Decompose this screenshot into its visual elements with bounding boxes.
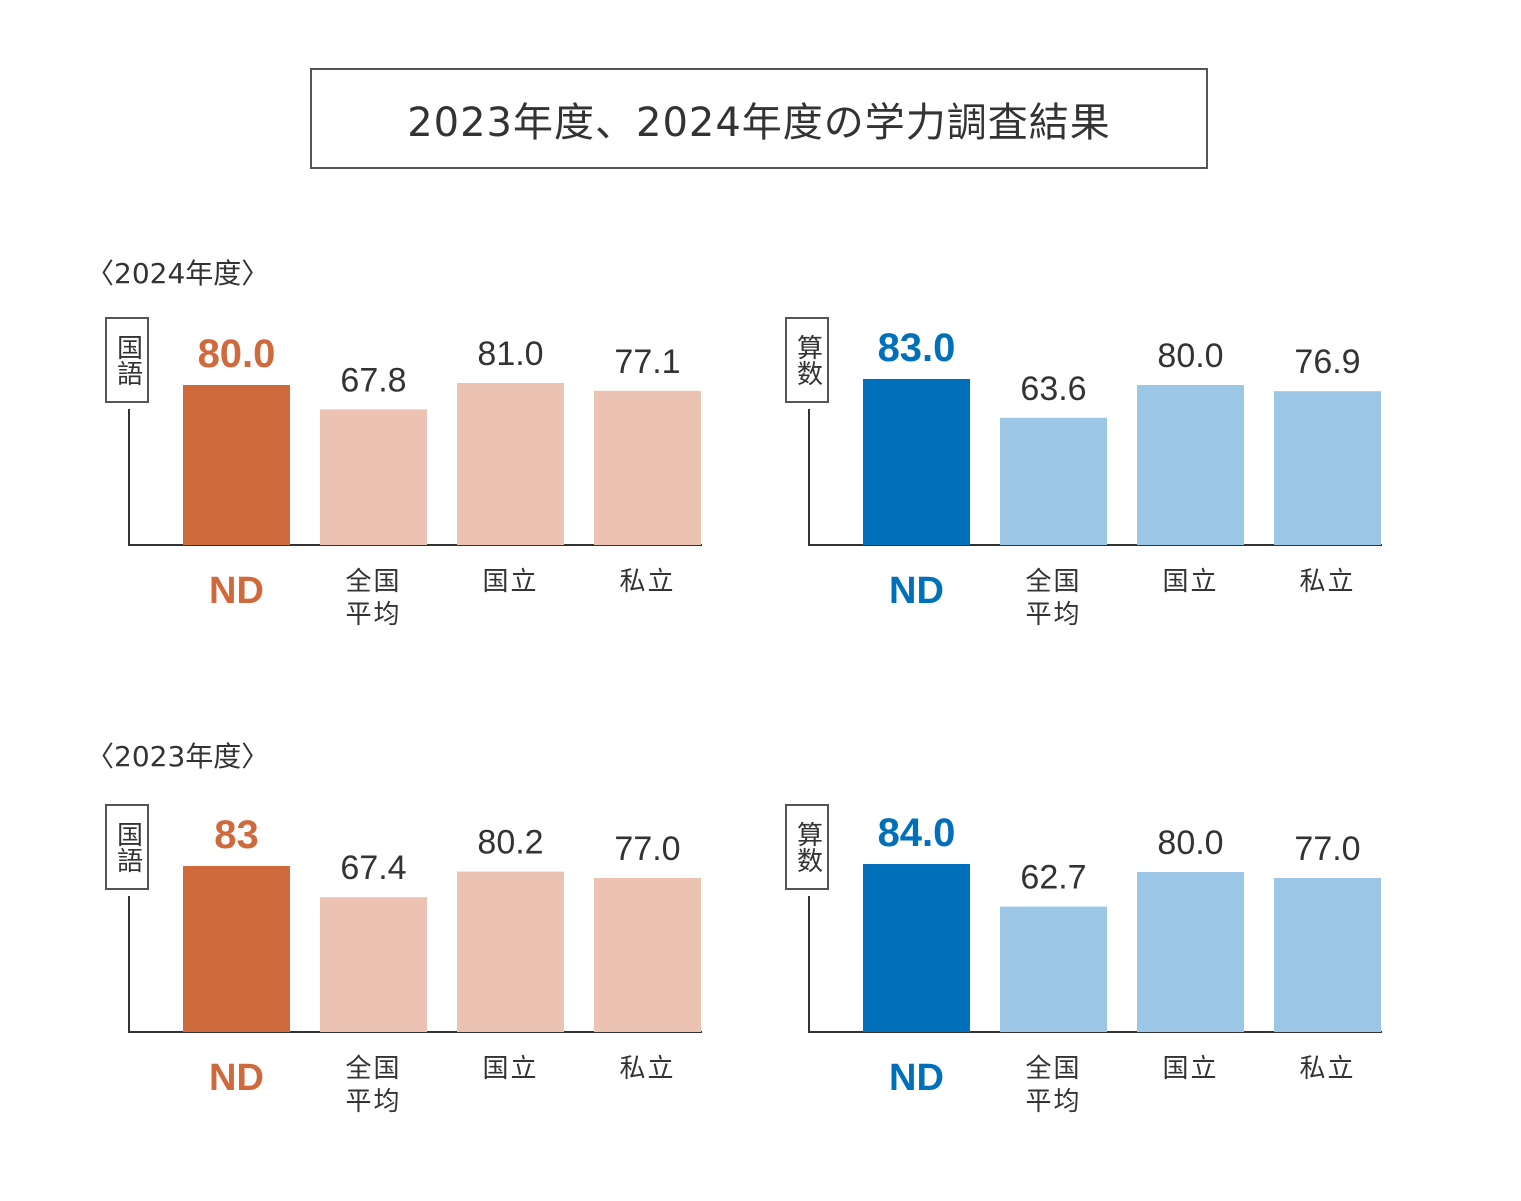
category-label-3: 私立 xyxy=(1299,566,1355,596)
bar-3 xyxy=(1274,878,1381,1032)
value-label-2: 80.2 xyxy=(477,824,543,862)
value-label-3: 77.0 xyxy=(1294,830,1360,868)
value-label-1: 67.4 xyxy=(340,849,406,887)
category-label-0: ND xyxy=(209,570,264,612)
bar-1 xyxy=(320,897,427,1032)
subject-label: 算数 xyxy=(785,804,829,890)
chart-title: 2023年度、2024年度の学力調査結果 xyxy=(310,68,1208,169)
value-label-1: 63.6 xyxy=(1020,370,1086,408)
category-label-2: 国立 xyxy=(482,1053,538,1083)
value-label-0: 84.0 xyxy=(878,811,956,855)
subject-label: 国語 xyxy=(105,317,149,403)
value-label-3: 77.0 xyxy=(614,830,680,868)
category-label-1: 平均 xyxy=(1025,599,1081,629)
value-label-1: 62.7 xyxy=(1020,859,1086,897)
bar-2 xyxy=(457,871,564,1032)
bar-2 xyxy=(1137,385,1244,545)
category-label-3: 私立 xyxy=(619,566,675,596)
category-label-0: ND xyxy=(209,1057,264,1099)
bar-2 xyxy=(1137,872,1244,1032)
bar-3 xyxy=(594,390,701,545)
category-label-1: 全国 xyxy=(345,566,401,596)
category-label-0: ND xyxy=(889,570,944,612)
category-label-1: 全国 xyxy=(1025,1053,1081,1083)
value-label-2: 81.0 xyxy=(477,335,543,373)
chart-2024-japanese: 国語 80.0 ND 67.8 全国 平均 81.0 国立 77.1 私立 xyxy=(105,317,705,667)
bar-0 xyxy=(183,866,290,1032)
category-label-1: 平均 xyxy=(345,1086,401,1116)
category-label-3: 私立 xyxy=(1299,1053,1355,1083)
subject-label: 国語 xyxy=(105,804,149,890)
bar-1 xyxy=(320,409,427,545)
bar-2 xyxy=(457,383,564,545)
bar-0 xyxy=(183,385,290,545)
bar-0 xyxy=(863,379,970,545)
category-label-1: 平均 xyxy=(1025,1086,1081,1116)
category-label-3: 私立 xyxy=(619,1053,675,1083)
category-label-1: 全国 xyxy=(345,1053,401,1083)
value-label-0: 83.0 xyxy=(878,326,956,370)
category-label-1: 平均 xyxy=(345,599,401,629)
year-label-2023: 〈2023年度〉 xyxy=(86,740,270,773)
category-label-2: 国立 xyxy=(482,566,538,596)
value-label-3: 77.1 xyxy=(614,343,680,381)
chart-2023-math: 算数 84.0 ND 62.7 全国 平均 80.0 国立 77.0 私立 xyxy=(785,804,1385,1154)
bar-3 xyxy=(1274,391,1381,545)
category-label-1: 全国 xyxy=(1025,566,1081,596)
value-label-3: 76.9 xyxy=(1294,343,1360,381)
value-label-0: 83 xyxy=(214,813,259,857)
value-label-2: 80.0 xyxy=(1157,337,1223,375)
value-label-2: 80.0 xyxy=(1157,824,1223,862)
chart-2024-math: 算数 83.0 ND 63.6 全国 平均 80.0 国立 76.9 私立 xyxy=(785,317,1385,667)
category-label-0: ND xyxy=(889,1057,944,1099)
category-label-2: 国立 xyxy=(1162,1053,1218,1083)
chart-2023-japanese: 国語 83 ND 67.4 全国 平均 80.2 国立 77.0 私立 xyxy=(105,804,705,1154)
category-label-2: 国立 xyxy=(1162,566,1218,596)
subject-label: 算数 xyxy=(785,317,829,403)
bar-1 xyxy=(1000,906,1107,1032)
bar-0 xyxy=(863,864,970,1032)
year-label-2024: 〈2024年度〉 xyxy=(86,257,270,290)
value-label-0: 80.0 xyxy=(198,332,276,376)
bar-1 xyxy=(1000,417,1107,545)
value-label-1: 67.8 xyxy=(340,361,406,399)
bar-3 xyxy=(594,878,701,1032)
